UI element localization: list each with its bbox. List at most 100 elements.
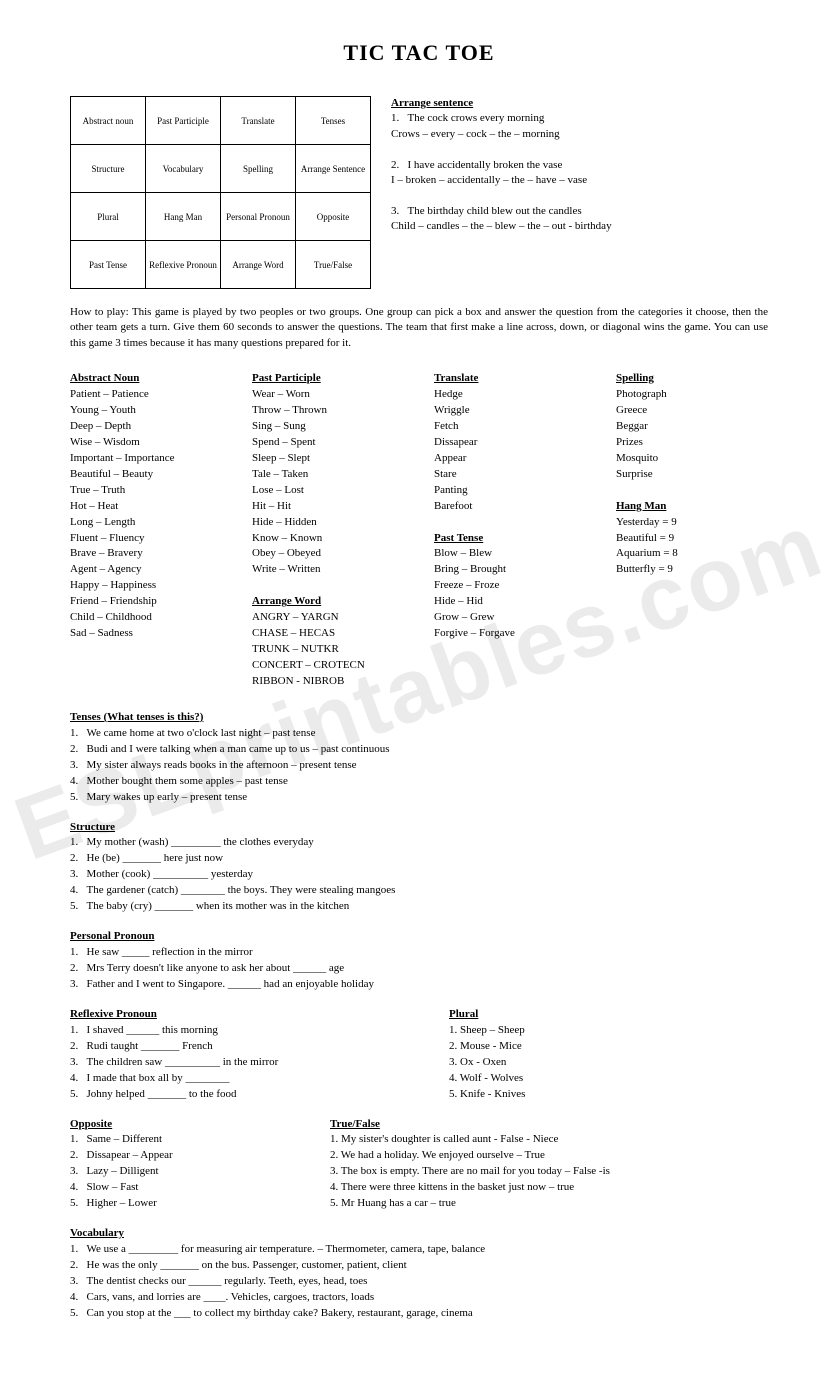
list-item: Wear – Worn [252, 387, 404, 403]
true-false-heading: True/False [330, 1117, 768, 1133]
list-item: 4. There were three kittens in the baske… [330, 1180, 768, 1196]
list-item: Lose – Lost [252, 483, 404, 499]
list-item: 4. Wolf - Wolves [449, 1071, 768, 1087]
vocabulary-heading: Vocabulary [70, 1226, 768, 1242]
list-item: Hot – Heat [70, 499, 222, 515]
grid-cell: Past Participle [146, 97, 221, 145]
list-item: Obey – Obeyed [252, 546, 404, 562]
plural-heading: Plural [449, 1007, 768, 1023]
list-item: Know – Known [252, 531, 404, 547]
list-item: 4. I made that box all by ________ [70, 1071, 389, 1087]
item-num: 1 [391, 112, 397, 124]
list-item: Hedge [434, 387, 586, 403]
list-item: 2. We had a holiday. We enjoyed ourselve… [330, 1148, 768, 1164]
list-item: Butterfly = 9 [616, 562, 768, 578]
reflexive-heading: Reflexive Pronoun [70, 1007, 389, 1023]
grid-cell: Arrange Sentence [296, 145, 371, 193]
list-item: Child – Childhood [70, 610, 222, 626]
list-item: Yesterday = 9 [616, 515, 768, 531]
arrange-item: 3. The birthday child blew out the candl… [391, 204, 612, 235]
list-item: Spend – Spent [252, 435, 404, 451]
reflexive-pronoun-section: Reflexive Pronoun 1. I shaved ______ thi… [70, 1007, 389, 1103]
plural-section: Plural 1. Sheep – Sheep2. Mouse - Mice3.… [449, 1007, 768, 1103]
list-item: 5. Mary wakes up early – present tense [70, 790, 768, 806]
list-item: Mosquito [616, 451, 768, 467]
item-text: The cock crows every morning [408, 112, 545, 124]
list-item: Forgive – Forgave [434, 626, 586, 642]
list-item: 2. Mrs Terry doesn't like anyone to ask … [70, 961, 768, 977]
list-item: 4. The gardener (catch) ________ the boy… [70, 883, 768, 899]
grid-cell: Abstract noun [71, 97, 146, 145]
col-abstract-noun: Abstract Noun Patient – PatienceYoung – … [70, 371, 222, 690]
opposite-tf-row: Opposite 1. Same – Different2. Dissapear… [70, 1117, 768, 1213]
grid-cell: Vocabulary [146, 145, 221, 193]
list-item: Friend – Friendship [70, 594, 222, 610]
list-item: Surprise [616, 467, 768, 483]
list-item: 1. My mother (wash) _________ the clothe… [70, 835, 768, 851]
col-spelling: Spelling PhotographGreeceBeggarPrizesMos… [616, 371, 768, 690]
list-item: Happy – Happiness [70, 578, 222, 594]
list-item: 2. He (be) _______ here just now [70, 851, 768, 867]
list-item: True – Truth [70, 483, 222, 499]
top-row: Abstract noun Past Participle Translate … [70, 96, 768, 289]
arrange-sentence-block: Arrange sentence 1. The cock crows every… [391, 96, 612, 289]
translate-heading: Translate [434, 371, 586, 387]
list-item: Panting [434, 483, 586, 499]
grid-cell: Personal Pronoun [221, 193, 296, 241]
col-past-participle: Past Participle Wear – WornThrow – Throw… [252, 371, 404, 690]
list-item: Fetch [434, 419, 586, 435]
list-item: Freeze – Froze [434, 578, 586, 594]
list-item: CONCERT – CROTECN [252, 658, 404, 674]
item-text: I – broken – accidentally – the – have –… [391, 174, 587, 186]
list-item: ANGRY – YARGN [252, 610, 404, 626]
list-item: 3. My sister always reads books in the a… [70, 758, 768, 774]
list-item: Beautiful – Beauty [70, 467, 222, 483]
document-content: TIC TAC TOE Abstract noun Past Participl… [70, 40, 768, 1322]
past-tense-heading: Past Tense [434, 531, 586, 547]
four-columns: Abstract Noun Patient – PatienceYoung – … [70, 371, 768, 690]
arrange-sentence-heading: Arrange sentence [391, 96, 612, 111]
list-item: Patient – Patience [70, 387, 222, 403]
grid-cell: Tenses [296, 97, 371, 145]
hangman-heading: Hang Man [616, 499, 768, 515]
list-item: Important – Importance [70, 451, 222, 467]
item-text: Child – candles – the – blew – the – out… [391, 220, 612, 232]
list-item: 5. Higher – Lower [70, 1196, 270, 1212]
grid-cell: Translate [221, 97, 296, 145]
list-item: 3. Lazy – Dilligent [70, 1164, 270, 1180]
tictactoe-grid: Abstract noun Past Participle Translate … [70, 96, 371, 289]
list-item: 5. Mr Huang has a car – true [330, 1196, 768, 1212]
list-item: Sleep – Slept [252, 451, 404, 467]
list-item: Photograph [616, 387, 768, 403]
grid-cell: Arrange Word [221, 241, 296, 289]
list-item: 5. Knife - Knives [449, 1087, 768, 1103]
vocabulary-section: Vocabulary 1. We use a _________ for mea… [70, 1226, 768, 1322]
list-item: Appear [434, 451, 586, 467]
list-item: Young – Youth [70, 403, 222, 419]
list-item: Agent – Agency [70, 562, 222, 578]
list-item: 4. Slow – Fast [70, 1180, 270, 1196]
list-item: 1. We came home at two o'clock last nigh… [70, 726, 768, 742]
list-item: 3. Ox - Oxen [449, 1055, 768, 1071]
true-false-section: True/False 1. My sister's doughter is ca… [330, 1117, 768, 1213]
list-item: Sad – Sadness [70, 626, 222, 642]
list-item: Wriggle [434, 403, 586, 419]
grid-cell: Hang Man [146, 193, 221, 241]
list-item: Deep – Depth [70, 419, 222, 435]
item-num: 2 [391, 159, 397, 171]
grid-cell: Past Tense [71, 241, 146, 289]
list-item: Long – Length [70, 515, 222, 531]
list-item: Bring – Brought [434, 562, 586, 578]
grid-cell: Opposite [296, 193, 371, 241]
arrange-word-heading: Arrange Word [252, 594, 404, 610]
tenses-heading: Tenses (What tenses is this?) [70, 710, 768, 726]
list-item: 3. The children saw __________ in the mi… [70, 1055, 389, 1071]
structure-section: Structure 1. My mother (wash) _________ … [70, 820, 768, 916]
list-item: Beggar [616, 419, 768, 435]
list-item: 1. Same – Different [70, 1132, 270, 1148]
list-item: Aquarium = 8 [616, 546, 768, 562]
list-item: 5. Can you stop at the ___ to collect my… [70, 1306, 768, 1322]
grid-cell: Reflexive Pronoun [146, 241, 221, 289]
grid-cell: Spelling [221, 145, 296, 193]
list-item: Dissapear [434, 435, 586, 451]
